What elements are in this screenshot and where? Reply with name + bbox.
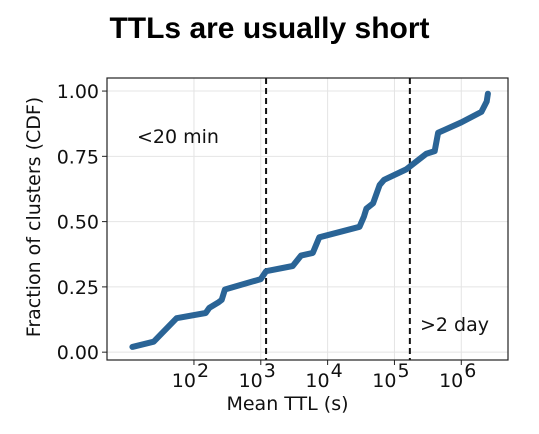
- y-tick-label: 0.75: [57, 146, 99, 168]
- x-tick-label: 10 3: [239, 360, 276, 392]
- x-tick-base: 10: [439, 370, 463, 392]
- x-tick-label: 10 6: [439, 360, 476, 392]
- y-tick-label: 1.00: [57, 81, 99, 103]
- y-tick-label: 0.00: [57, 342, 99, 364]
- x-tick-label: 10 2: [172, 360, 209, 392]
- x-axis-label: Mean TTL (s): [226, 393, 348, 415]
- y-axis-label: Fraction of clusters (CDF): [23, 97, 45, 337]
- grid: [107, 78, 508, 360]
- x-tick-base: 10: [372, 370, 396, 392]
- x-axis-ticks: 10 2 10 3 10 4 10 5 10 6: [172, 360, 476, 392]
- x-tick-exponent: 4: [331, 360, 343, 382]
- x-tick-base: 10: [172, 370, 196, 392]
- y-tick-label: 0.50: [57, 212, 99, 234]
- plot-area: [106, 77, 509, 361]
- x-tick-exponent: 2: [197, 360, 209, 382]
- x-tick-exponent: 6: [464, 360, 476, 382]
- series-layer: [129, 90, 491, 350]
- x-tick-base: 10: [239, 370, 263, 392]
- reference-lines: [265, 78, 411, 360]
- x-tick-exponent: 5: [397, 360, 409, 382]
- x-tick-exponent: 3: [264, 360, 276, 382]
- annotation-short-ttl: <20 min: [137, 126, 219, 148]
- x-tick-label: 10 5: [372, 360, 409, 392]
- annotation-long-ttl: >2 day: [420, 314, 489, 336]
- y-tick-label: 0.25: [57, 277, 99, 299]
- x-tick-base: 10: [305, 370, 329, 392]
- x-tick-label: 10 4: [305, 360, 342, 392]
- y-axis-ticks: 0.00 0.25 0.50 0.75 1.00: [57, 81, 107, 364]
- cdf-series-line: [129, 90, 491, 350]
- chart-title: TTLs are usually short: [109, 12, 430, 45]
